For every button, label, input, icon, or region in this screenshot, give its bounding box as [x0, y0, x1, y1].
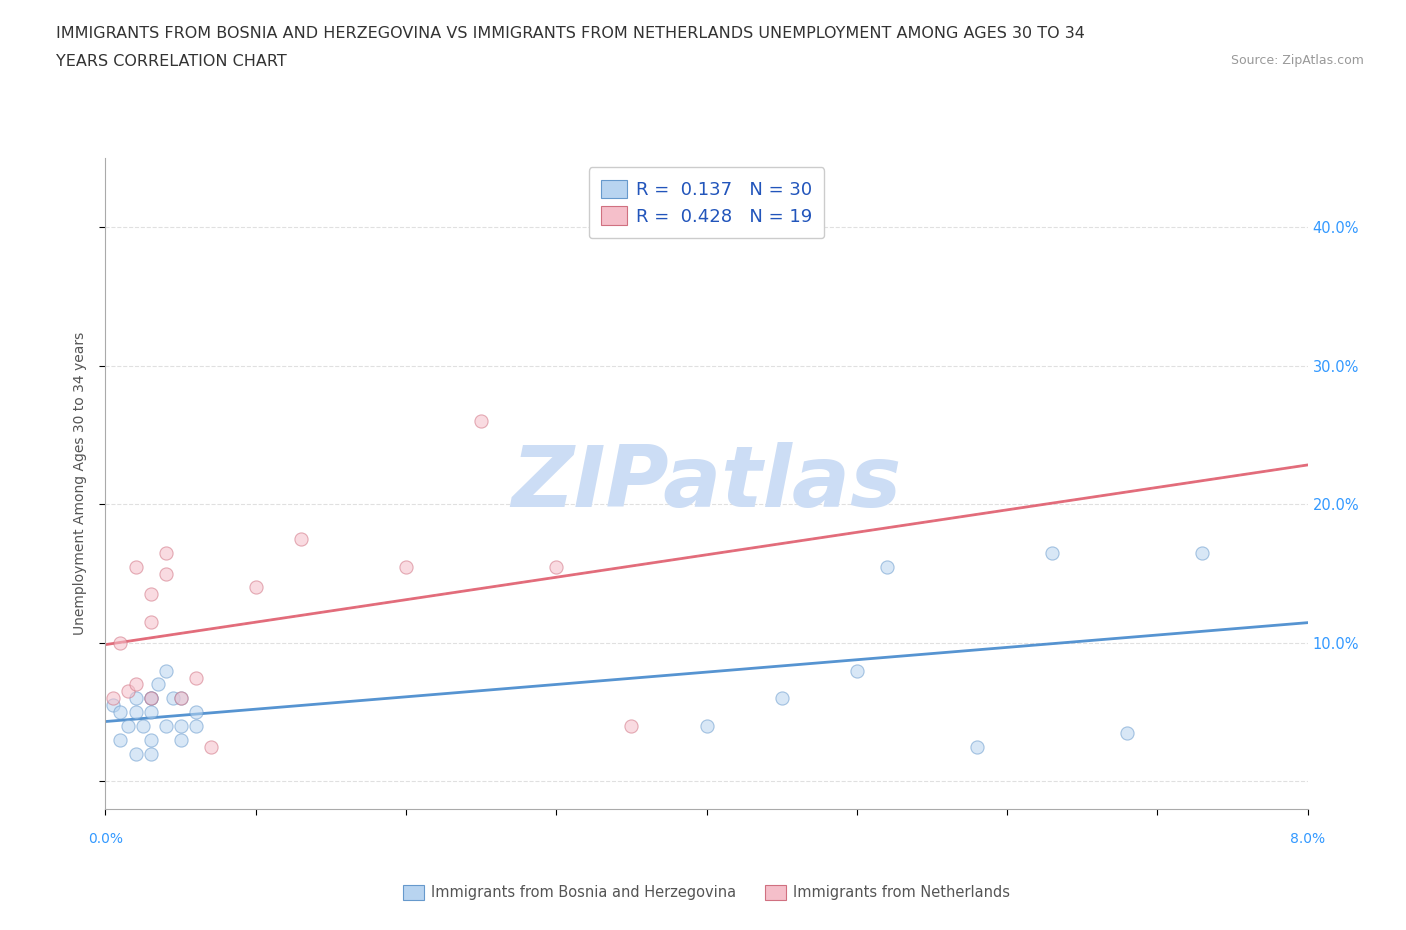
Point — [200, 739, 222, 754]
Legend: Immigrants from Bosnia and Herzegovina, Immigrants from Netherlands: Immigrants from Bosnia and Herzegovina, … — [398, 879, 1015, 906]
Point — [110, 733, 132, 748]
Point — [139, 691, 162, 706]
Point — [470, 414, 492, 429]
Text: 0.0%: 0.0% — [89, 832, 122, 846]
Point — [155, 719, 177, 734]
Point — [845, 663, 868, 678]
Text: 8.0%: 8.0% — [1291, 832, 1324, 846]
Text: YEARS CORRELATION CHART: YEARS CORRELATION CHART — [56, 54, 287, 69]
Point — [1191, 545, 1213, 560]
Point — [169, 691, 191, 706]
Point — [110, 635, 132, 650]
Point — [139, 615, 162, 630]
Point — [117, 719, 139, 734]
Point — [139, 705, 162, 720]
Point — [169, 691, 191, 706]
Point — [1040, 545, 1063, 560]
Point — [124, 705, 146, 720]
Point — [162, 691, 184, 706]
Point — [124, 677, 146, 692]
Point — [184, 719, 207, 734]
Point — [696, 719, 718, 734]
Point — [395, 559, 418, 574]
Point — [184, 671, 207, 685]
Point — [876, 559, 898, 574]
Point — [110, 705, 132, 720]
Point — [124, 691, 146, 706]
Point — [132, 719, 155, 734]
Text: Source: ZipAtlas.com: Source: ZipAtlas.com — [1230, 54, 1364, 67]
Y-axis label: Unemployment Among Ages 30 to 34 years: Unemployment Among Ages 30 to 34 years — [73, 332, 87, 635]
Text: IMMIGRANTS FROM BOSNIA AND HERZEGOVINA VS IMMIGRANTS FROM NETHERLANDS UNEMPLOYME: IMMIGRANTS FROM BOSNIA AND HERZEGOVINA V… — [56, 26, 1085, 41]
Point — [155, 545, 177, 560]
Point — [117, 684, 139, 698]
Point — [770, 691, 793, 706]
Point — [139, 587, 162, 602]
Point — [139, 746, 162, 761]
Point — [966, 739, 988, 754]
Point — [1116, 725, 1139, 740]
Point — [124, 746, 146, 761]
Point — [184, 705, 207, 720]
Point — [139, 691, 162, 706]
Text: ZIPatlas: ZIPatlas — [512, 442, 901, 525]
Point — [101, 698, 124, 712]
Point — [101, 691, 124, 706]
Point — [155, 566, 177, 581]
Point — [169, 719, 191, 734]
Point — [139, 733, 162, 748]
Point — [546, 559, 568, 574]
Point — [620, 719, 643, 734]
Point — [155, 663, 177, 678]
Point — [139, 691, 162, 706]
Point — [290, 532, 312, 547]
Point — [169, 733, 191, 748]
Point — [124, 559, 146, 574]
Point — [245, 580, 267, 595]
Point — [146, 677, 169, 692]
